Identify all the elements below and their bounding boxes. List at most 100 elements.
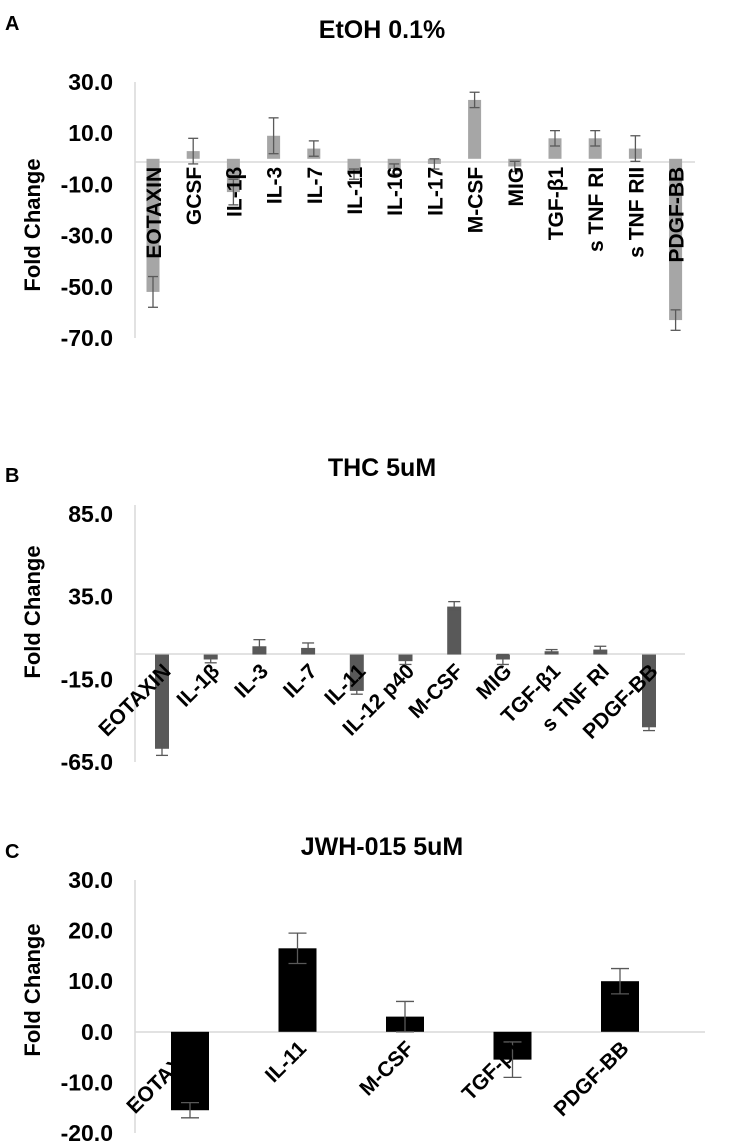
category-label: PDGF-BB: [550, 1037, 634, 1121]
error-bar: [148, 275, 158, 308]
error-bar: [350, 686, 363, 695]
y-tick-label: 30.0: [68, 867, 113, 893]
y-tick-label: 85.0: [68, 501, 113, 527]
error-bar: [670, 309, 681, 331]
error-bar: [204, 655, 217, 664]
error-bar: [545, 648, 558, 654]
chart-title-a: EtOH 0.1%: [319, 16, 445, 44]
y-tick-label: 20.0: [68, 918, 113, 944]
category-label: EOTAXIN: [143, 167, 166, 259]
category-label: IL-3: [264, 167, 287, 204]
y-axis-label-b: Fold Change: [20, 545, 45, 678]
y-tick-label: -15.0: [61, 666, 113, 692]
bars-a: EOTAXIN GCSF IL-1β IL-3 IL-7 IL-11 IL-16 IL-17 M…: [143, 91, 689, 331]
bar: [171, 1031, 209, 1111]
category-label: s TNF RII: [625, 167, 648, 258]
category-label: M-CSF: [404, 660, 467, 723]
error-bar: [496, 653, 509, 666]
error-bar: [253, 639, 266, 654]
y-ticks-a: 30.0 10.0 -10.0 -30.0 -50.0 -70.0: [61, 69, 113, 351]
category-label: M-CSF: [465, 167, 488, 234]
error-bar: [399, 657, 412, 666]
y-ticks-b: 85.0 35.0 -15.0 -65.0: [61, 501, 113, 775]
category-label: M-CSF: [355, 1037, 418, 1100]
error-bar: [396, 1000, 414, 1033]
error-bar: [550, 129, 560, 147]
bar: [349, 654, 364, 691]
category-label: IL-3: [230, 660, 273, 703]
category-label: MIG: [472, 660, 516, 704]
bar: [642, 654, 656, 728]
y-tick-label: -10.0: [61, 1069, 113, 1095]
category-label: TGF-β1: [545, 166, 568, 240]
error-bar: [288, 932, 307, 965]
error-bar: [590, 129, 601, 147]
panel-a: A EtOH 0.1% Fold Change 30.0 10.0 -10.0 -30…: [5, 13, 695, 351]
y-tick-label: 0.0: [81, 1019, 113, 1045]
error-bar: [594, 645, 607, 654]
category-label: IL-11: [261, 1037, 311, 1087]
error-bar: [509, 160, 520, 173]
panel-label-a: A: [5, 13, 19, 35]
y-tick-label: 30.0: [68, 69, 113, 95]
category-label: TGF-β1: [458, 1037, 526, 1105]
y-tick-label: -30.0: [61, 223, 113, 249]
error-bar: [429, 158, 440, 170]
y-tick-label: -50.0: [61, 274, 113, 300]
category-label: GCSF: [183, 167, 206, 226]
error-bar: [302, 642, 315, 654]
y-tick-label: -10.0: [61, 171, 113, 197]
error-bar: [469, 91, 480, 109]
category-label: s TNF RI: [585, 167, 608, 252]
error-bar: [448, 600, 461, 613]
category-label: IL-1β: [223, 167, 246, 217]
chart-title-c: JWH-015 5uM: [301, 833, 464, 861]
y-tick-label: -70.0: [61, 325, 113, 351]
category-label: IL-1β: [173, 660, 225, 712]
bar: [669, 158, 683, 321]
bar: [588, 138, 602, 159]
panel-label-b: B: [5, 465, 19, 487]
category-label: MIG: [505, 167, 528, 207]
category-label: IL-17: [424, 167, 447, 216]
y-ticks-c: 30.0 20.0 10.0 0.0 -10.0 -20.0: [61, 867, 113, 1144]
category-label: IL-7: [304, 167, 327, 204]
category-label: PDGF-BB: [666, 167, 689, 263]
error-bar: [349, 168, 359, 180]
bar: [468, 99, 482, 159]
bar: [146, 158, 160, 292]
error-bar: [611, 967, 629, 995]
error-bar: [643, 723, 655, 732]
panel-c: C JWH-015 5uM Fold Change 30.0 20.0 10.0 0.…: [5, 833, 705, 1144]
category-label: IL-16: [384, 167, 407, 216]
bar: [447, 606, 462, 655]
bar: [548, 138, 562, 159]
y-axis-label-a: Fold Change: [20, 158, 45, 291]
panel-b: B THC 5uM Fold Change 85.0 35.0 -15.0 -65.0…: [5, 454, 685, 775]
y-tick-label: 10.0: [68, 120, 113, 146]
error-bar: [503, 1041, 522, 1078]
bar: [347, 158, 361, 175]
y-tick-label: 10.0: [68, 968, 113, 994]
bar: [155, 654, 169, 749]
bars-c: EOTAXIN IL-11 M-CSF TGF-β1 PDGF-BB: [122, 932, 639, 1121]
y-tick-label: -20.0: [61, 1120, 113, 1144]
panel-label-c: C: [5, 841, 19, 863]
error-bar: [188, 137, 199, 165]
bar: [226, 158, 240, 193]
category-label: IL-11: [344, 166, 367, 214]
error-bar: [389, 163, 400, 175]
category-label: IL-7: [279, 660, 322, 703]
chart-title-b: THC 5uM: [328, 454, 436, 482]
error-bar: [228, 178, 239, 206]
error-bar: [156, 741, 168, 757]
error-bar: [181, 1101, 199, 1119]
y-tick-label: 35.0: [68, 584, 113, 610]
y-tick-label: -65.0: [61, 749, 113, 775]
error-bar: [268, 117, 279, 155]
error-bar: [630, 135, 641, 163]
error-bar: [308, 140, 319, 157]
y-axis-label-c: Fold Change: [20, 923, 45, 1056]
